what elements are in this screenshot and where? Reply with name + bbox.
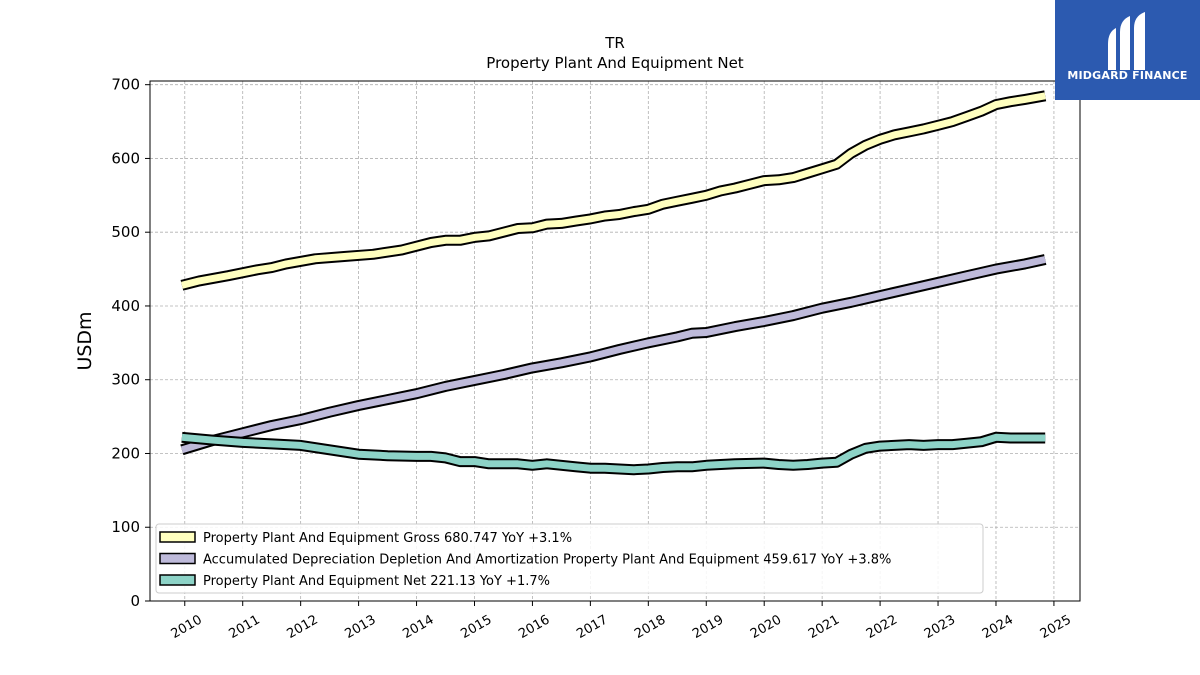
series-line	[180, 256, 1046, 454]
y-tick-label: 300	[111, 371, 140, 389]
x-tick-label: 2013	[342, 612, 378, 642]
brand-name: MIDGARD FINANCE	[1067, 69, 1188, 82]
legend-swatch	[159, 552, 196, 565]
x-tick-label: 2018	[632, 612, 668, 642]
chart-subtitle: Property Plant And Equipment Net	[486, 54, 743, 72]
y-tick-label: 700	[111, 76, 140, 94]
legend-label: Property Plant And Equipment Net 221.13 …	[203, 574, 550, 589]
x-tick-label: 2022	[864, 612, 900, 642]
legend-box	[155, 523, 984, 594]
x-tick-label: 2010	[169, 612, 205, 642]
y-axis-label: USDm	[74, 311, 96, 370]
y-tick-label: 600	[111, 149, 140, 167]
legend-swatch	[159, 531, 196, 543]
grid	[150, 81, 1080, 602]
y-tick-label: 500	[111, 223, 140, 241]
x-tick-label: 2020	[748, 612, 784, 642]
x-tick-label: 2024	[980, 612, 1016, 642]
x-tick-label: 2019	[690, 612, 726, 642]
series-layer	[180, 90, 1047, 476]
logo-mark-icon	[1108, 12, 1145, 70]
legend-label: Accumulated Depreciation Depletion And A…	[203, 553, 891, 568]
chart-title: TR	[604, 34, 625, 52]
x-tick-label: 2025	[1038, 612, 1074, 642]
series-line	[181, 433, 1046, 474]
x-tick-label: 2023	[922, 612, 958, 642]
x-tick-label: 2011	[227, 612, 263, 642]
series-line	[181, 92, 1046, 289]
y-tick-label: 0	[130, 592, 140, 610]
y-tick-label: 400	[111, 297, 140, 315]
x-tick-label: 2017	[574, 612, 610, 642]
x-tick-label: 2015	[458, 612, 494, 642]
y-tick-label: 100	[111, 518, 140, 536]
x-tick-label: 2012	[284, 612, 320, 642]
x-tick-label: 2014	[400, 612, 436, 642]
legend-swatch	[159, 574, 196, 586]
legend-label: Property Plant And Equipment Gross 680.7…	[203, 531, 572, 546]
x-tick-label: 2021	[806, 612, 842, 642]
x-tick-label: 2016	[516, 612, 552, 642]
brand-logo: MIDGARD FINANCE	[1055, 0, 1200, 100]
y-tick-label: 200	[111, 444, 140, 462]
plot-frame	[149, 80, 1081, 602]
legend: Property Plant And Equipment Gross 680.7…	[155, 523, 984, 594]
